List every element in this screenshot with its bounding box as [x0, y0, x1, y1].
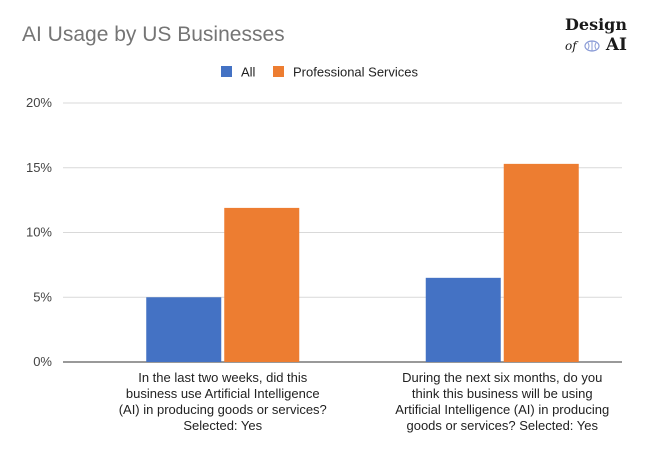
x-category-label: Selected: Yes: [183, 418, 262, 433]
legend-label: Professional Services: [293, 65, 418, 80]
chart-title: AI Usage by US Businesses: [22, 23, 285, 46]
bar-all: [146, 297, 222, 362]
bar-professional-services: [224, 207, 300, 362]
legend-swatch: [221, 66, 232, 77]
x-category-label: think this business will be using: [412, 386, 593, 401]
x-category-label: business use Artificial Intelligence: [126, 386, 320, 401]
y-tick-label: 0%: [33, 354, 52, 369]
logo-of-text: of: [565, 39, 577, 53]
brain-icon: [584, 39, 600, 52]
design-of-ai-logo: Design of AI: [565, 15, 627, 56]
x-axis-categories: In the last two weeks, did thisbusiness …: [119, 370, 610, 433]
logo-ai-text: AI: [605, 35, 628, 55]
bar-all: [425, 277, 501, 362]
logo-design-text: Design: [565, 15, 627, 34]
legend-swatch: [273, 66, 284, 77]
bar-professional-services: [503, 163, 579, 362]
y-tick-label: 20%: [26, 95, 52, 110]
y-tick-label: 10%: [26, 225, 52, 240]
x-category-label: Artificial Intelligence (AI) in producin…: [395, 402, 609, 417]
y-tick-label: 15%: [26, 160, 52, 175]
x-category-label: During the next six months, do you: [402, 370, 602, 385]
legend: All Professional Services: [221, 65, 418, 80]
legend-label: All: [241, 65, 256, 80]
x-category-label: In the last two weeks, did this: [138, 370, 308, 385]
y-tick-label: 5%: [33, 289, 52, 304]
bars: [146, 163, 579, 362]
y-axis-ticks: 0% 5% 10% 15% 20%: [26, 95, 52, 369]
x-category-label: (AI) in producing goods or services?: [119, 402, 327, 417]
x-category-label: goods or services? Selected: Yes: [406, 418, 598, 433]
